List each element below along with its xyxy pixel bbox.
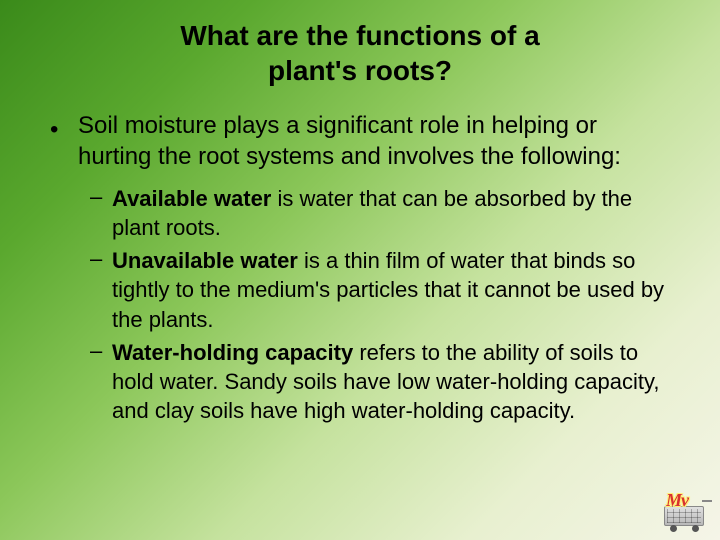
- bullet-marker: •: [50, 110, 78, 172]
- sub-bullet-bold: Unavailable water: [112, 248, 298, 273]
- cart-wheel-icon: [670, 525, 677, 532]
- sub-bullet-marker: –: [90, 246, 112, 333]
- sub-bullet-bold: Water-holding capacity: [112, 340, 353, 365]
- bullet-level-1: • Soil moisture plays a significant role…: [50, 110, 670, 172]
- sub-bullet-text: Water-holding capacity refers to the abi…: [112, 338, 670, 425]
- sub-bullet-marker: –: [90, 338, 112, 425]
- sub-bullet: – Unavailable water is a thin film of wa…: [90, 246, 670, 333]
- title-line-1: What are the functions of a: [180, 20, 539, 51]
- sub-bullet-text: Unavailable water is a thin film of wate…: [112, 246, 670, 333]
- logo-text: Mv: [666, 490, 688, 511]
- sub-bullet-bold: Available water: [112, 186, 271, 211]
- cart-handle-icon: [702, 500, 712, 502]
- title-line-2: plant's roots?: [268, 55, 452, 86]
- cart-grid-icon: [667, 509, 701, 523]
- sub-bullet-text: Available water is water that can be abs…: [112, 184, 670, 242]
- slide-title: What are the functions of a plant's root…: [50, 18, 670, 88]
- cart-wheel-icon: [692, 525, 699, 532]
- sub-bullet-marker: –: [90, 184, 112, 242]
- slide: What are the functions of a plant's root…: [0, 0, 720, 540]
- bullet-text: Soil moisture plays a significant role i…: [78, 110, 670, 172]
- logo-icon: Mv: [658, 490, 712, 534]
- sub-bullet: – Water-holding capacity refers to the a…: [90, 338, 670, 425]
- sub-bullet: – Available water is water that can be a…: [90, 184, 670, 242]
